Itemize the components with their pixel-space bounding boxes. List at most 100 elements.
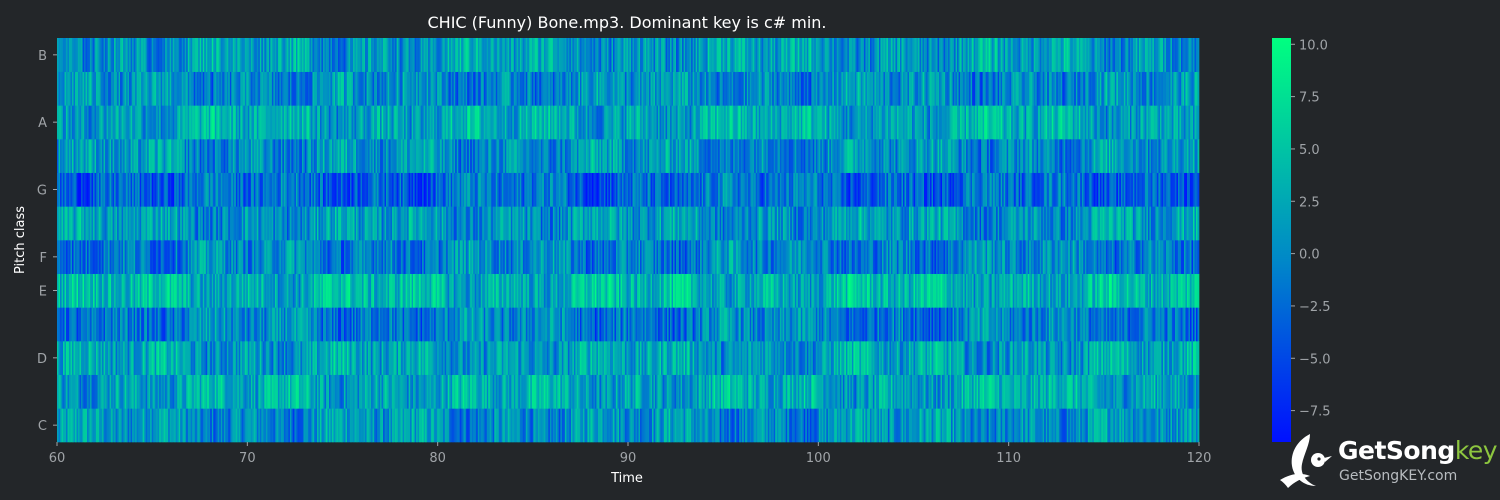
heatmap-cell	[462, 341, 465, 375]
heatmap-cell	[1165, 341, 1168, 375]
heatmap-cell	[1059, 307, 1062, 342]
heatmap-cell	[918, 374, 920, 409]
heatmap-cell	[1099, 341, 1102, 375]
heatmap-cell	[88, 341, 91, 375]
heatmap-cell	[494, 206, 497, 241]
heatmap-cell	[1065, 408, 1068, 443]
heatmap-cell	[172, 374, 175, 409]
heatmap-cell	[175, 408, 178, 443]
heatmap-cell	[815, 273, 818, 308]
heatmap-cell	[202, 341, 205, 375]
heatmap-cell	[216, 240, 219, 274]
heatmap-cell	[880, 273, 883, 308]
heatmap-cell	[220, 341, 223, 375]
heatmap-cell	[519, 408, 522, 443]
heatmap-cell	[1126, 273, 1129, 308]
heatmap-cell	[1125, 408, 1128, 443]
heatmap-cell	[1092, 273, 1095, 308]
heatmap-cell	[449, 206, 452, 241]
heatmap-cell	[1081, 341, 1084, 375]
heatmap-cell	[536, 240, 539, 274]
heatmap-cell	[325, 374, 328, 409]
heatmap-cell	[537, 341, 540, 375]
heatmap-cell	[139, 206, 142, 241]
heatmap-cell	[528, 206, 531, 241]
heatmap-cell	[779, 374, 782, 409]
heatmap-cell	[540, 206, 543, 241]
heatmap-cell	[1009, 307, 1012, 342]
heatmap-cell	[984, 240, 986, 274]
heatmap-cell	[716, 374, 719, 409]
heatmap-cell	[512, 307, 515, 342]
heatmap-cell	[225, 206, 228, 241]
heatmap-cell	[357, 206, 360, 241]
heatmap-cell	[81, 206, 83, 241]
heatmap-cell	[1173, 408, 1176, 443]
heatmap-cell	[889, 273, 892, 308]
heatmap-cell	[135, 240, 137, 274]
heatmap-cell	[754, 273, 757, 308]
heatmap-cell	[993, 240, 995, 274]
heatmap-cell	[1165, 240, 1168, 274]
heatmap-cell	[509, 206, 512, 241]
heatmap-cell	[549, 408, 552, 443]
heatmap-cell	[1146, 307, 1149, 342]
heatmap-cell	[118, 408, 121, 443]
heatmap-cell	[725, 341, 728, 375]
heatmap-cell	[255, 240, 258, 274]
heatmap-cell	[102, 206, 104, 241]
heatmap-cell	[414, 307, 417, 342]
heatmap-cell	[157, 206, 160, 241]
heatmap-cell	[955, 273, 958, 308]
heatmap-cell	[347, 206, 349, 241]
heatmap-cell	[187, 206, 190, 241]
heatmap-cell	[609, 408, 612, 443]
heatmap-cell	[344, 206, 346, 241]
heatmap-cell	[1042, 307, 1045, 342]
heatmap-cell	[655, 240, 657, 274]
heatmap-cell	[787, 307, 790, 342]
heatmap-cell	[745, 307, 748, 342]
heatmap-cell	[160, 374, 163, 409]
heatmap-cell	[93, 206, 95, 241]
heatmap-cell	[1111, 341, 1114, 375]
heatmap-cell	[470, 408, 473, 443]
heatmap-cell	[495, 307, 498, 342]
heatmap-cell	[106, 273, 109, 308]
heatmap-cell	[605, 307, 608, 342]
heatmap-cell	[999, 408, 1001, 443]
heatmap-cell	[350, 374, 352, 409]
heatmap-cell	[527, 341, 530, 375]
heatmap-cell	[916, 307, 919, 342]
heatmap-cell	[782, 307, 785, 342]
heatmap-cell	[1041, 307, 1044, 342]
heatmap-cell	[982, 240, 985, 274]
heatmap-cell	[994, 341, 997, 375]
heatmap-cell	[1074, 374, 1077, 409]
heatmap-cell	[428, 374, 430, 409]
heatmap-cell	[300, 374, 303, 409]
heatmap-cell	[930, 307, 932, 342]
heatmap-cell	[836, 307, 839, 342]
heatmap-cell	[746, 307, 749, 342]
heatmap-cell	[662, 273, 665, 308]
heatmap-cell	[130, 206, 133, 241]
heatmap-cell	[1087, 341, 1090, 375]
heatmap-cell	[664, 206, 666, 241]
heatmap-cell	[66, 374, 68, 409]
heatmap-cell	[850, 341, 853, 375]
heatmap-cell	[979, 273, 982, 308]
heatmap-cell	[1155, 341, 1158, 375]
heatmap-cell	[859, 408, 862, 443]
heatmap-cell	[802, 408, 805, 443]
heatmap-cell	[84, 374, 86, 409]
heatmap-cell	[515, 408, 518, 443]
heatmap-cell	[700, 408, 702, 443]
heatmap-cell	[1114, 374, 1117, 409]
heatmap-cell	[175, 307, 178, 342]
heatmap-cell	[440, 341, 443, 375]
heatmap-cell	[253, 307, 256, 342]
heatmap-cell	[961, 408, 964, 443]
heatmap-cell	[351, 374, 354, 409]
heatmap-cell	[733, 307, 736, 342]
